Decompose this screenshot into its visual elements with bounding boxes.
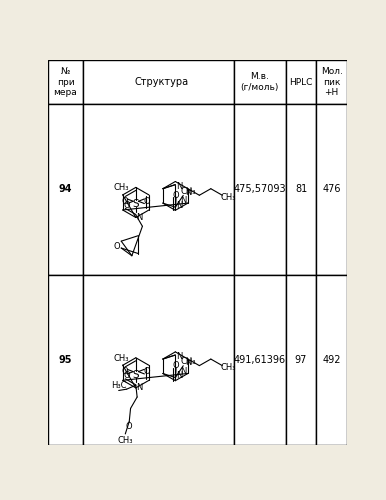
Bar bbox=[48, 274, 83, 445]
Bar bbox=[83, 60, 234, 104]
Bar bbox=[234, 60, 286, 104]
Text: CH₃: CH₃ bbox=[113, 354, 129, 362]
Bar bbox=[316, 104, 347, 274]
Text: O: O bbox=[126, 422, 132, 432]
Bar bbox=[286, 60, 316, 104]
Text: 81: 81 bbox=[295, 184, 307, 194]
Text: O: O bbox=[121, 367, 128, 376]
Text: 97: 97 bbox=[295, 355, 307, 365]
Text: O: O bbox=[144, 197, 150, 206]
Bar bbox=[48, 60, 83, 104]
Text: 94: 94 bbox=[59, 184, 72, 194]
Text: N: N bbox=[176, 352, 182, 361]
Bar bbox=[234, 274, 286, 445]
Text: 95: 95 bbox=[59, 355, 72, 365]
Text: O: O bbox=[173, 361, 179, 370]
Text: 491,61396: 491,61396 bbox=[234, 355, 286, 365]
Text: N: N bbox=[180, 196, 186, 205]
Text: Мол.
пик
+H: Мол. пик +H bbox=[321, 67, 343, 97]
Bar bbox=[316, 60, 347, 104]
Text: O: O bbox=[124, 371, 130, 380]
Text: CH₃: CH₃ bbox=[113, 184, 129, 192]
Bar bbox=[286, 104, 316, 274]
Text: CH₃: CH₃ bbox=[221, 193, 236, 202]
Bar bbox=[286, 274, 316, 445]
Text: CH₃: CH₃ bbox=[221, 364, 236, 372]
Text: 476: 476 bbox=[322, 184, 341, 194]
Text: CH₃: CH₃ bbox=[117, 436, 133, 446]
Text: N: N bbox=[176, 201, 182, 210]
Text: 475,57093: 475,57093 bbox=[234, 184, 286, 194]
Text: HPLC: HPLC bbox=[290, 78, 313, 86]
Text: №
при
мера: № при мера bbox=[54, 67, 77, 97]
Text: N: N bbox=[186, 188, 192, 197]
Text: N: N bbox=[180, 366, 186, 376]
Text: O: O bbox=[113, 242, 120, 251]
Text: H₃C: H₃C bbox=[111, 381, 127, 390]
Text: N: N bbox=[176, 372, 182, 380]
Text: O: O bbox=[124, 201, 130, 210]
Text: O: O bbox=[121, 197, 128, 206]
Text: O: O bbox=[144, 367, 150, 376]
Text: N: N bbox=[136, 383, 142, 392]
Bar bbox=[316, 274, 347, 445]
Bar bbox=[234, 104, 286, 274]
Bar bbox=[83, 104, 234, 274]
Text: N: N bbox=[176, 182, 182, 190]
Text: S: S bbox=[132, 370, 139, 380]
Bar bbox=[48, 104, 83, 274]
Text: S: S bbox=[132, 200, 139, 209]
Text: N: N bbox=[186, 358, 192, 368]
Text: N: N bbox=[136, 212, 142, 222]
Text: O: O bbox=[173, 191, 179, 200]
Text: CH₃: CH₃ bbox=[181, 358, 196, 366]
Text: Структура: Структура bbox=[135, 77, 189, 87]
Text: 492: 492 bbox=[322, 355, 341, 365]
Text: CH₃: CH₃ bbox=[181, 187, 196, 196]
Text: М.в.
(г/моль): М.в. (г/моль) bbox=[241, 72, 279, 92]
Bar bbox=[83, 274, 234, 445]
